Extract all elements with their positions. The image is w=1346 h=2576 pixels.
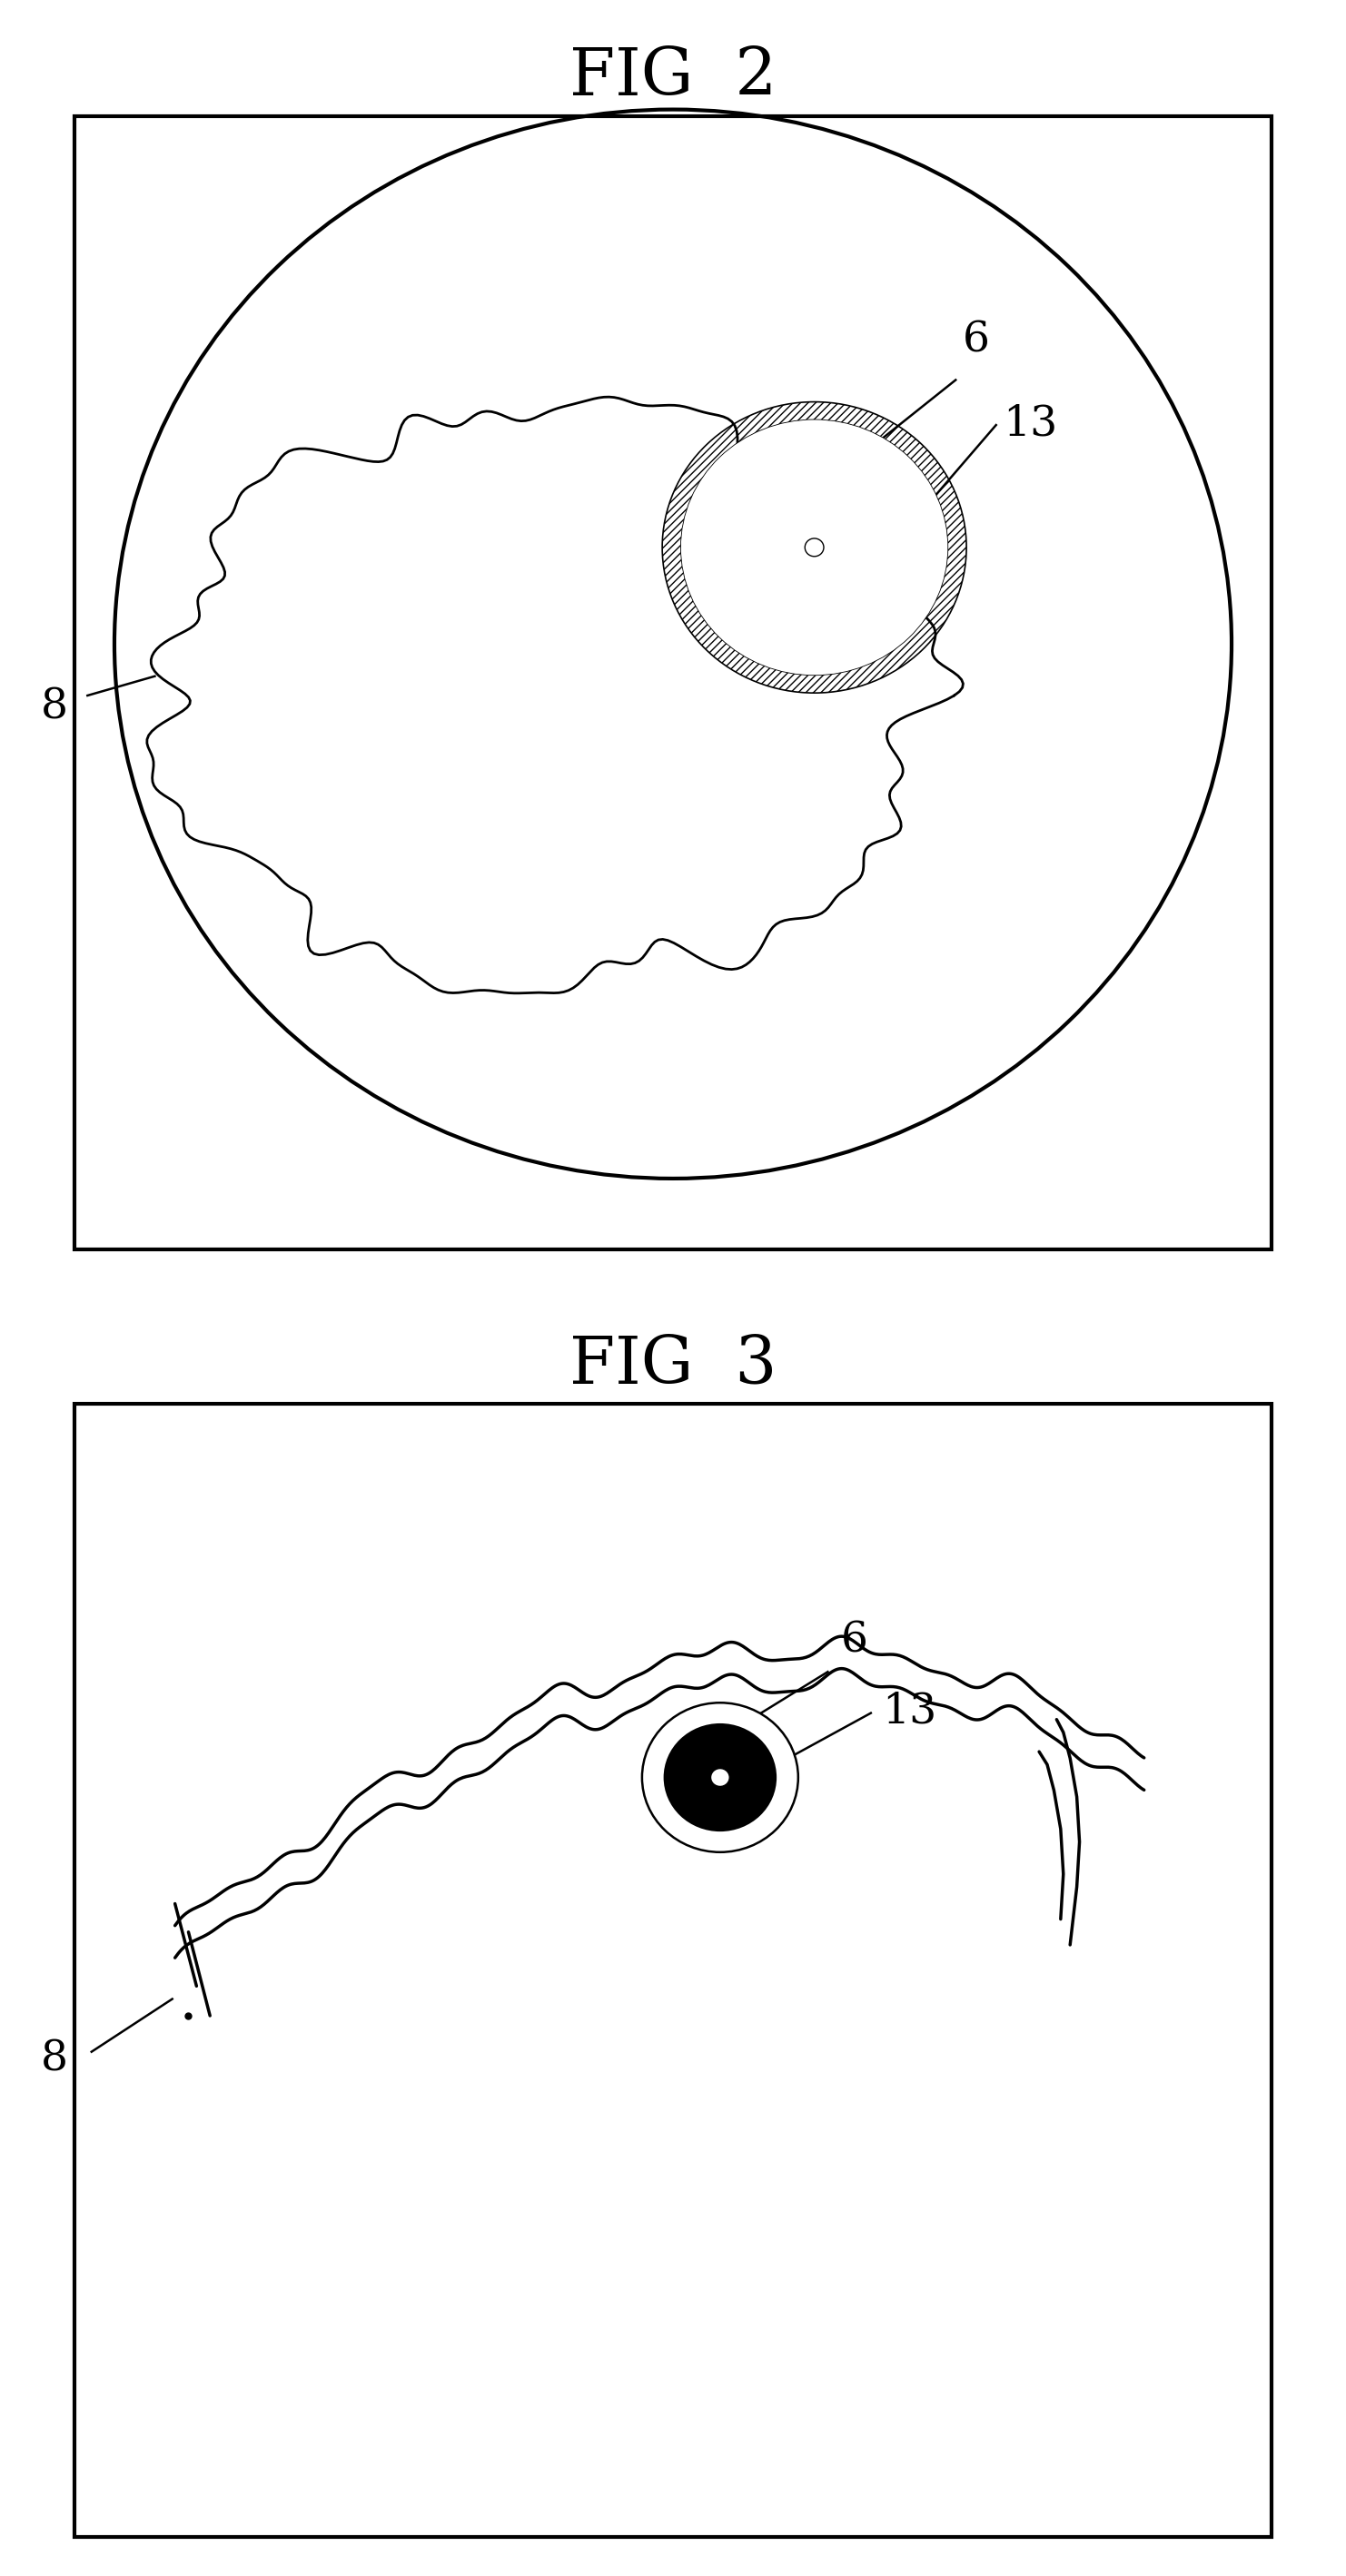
Circle shape [664, 1723, 777, 1832]
Circle shape [711, 1767, 730, 1788]
Circle shape [642, 1703, 798, 1852]
Circle shape [804, 538, 825, 559]
Bar [74, 116, 1272, 1249]
Text: 8: 8 [40, 2040, 67, 2081]
Text: 6: 6 [841, 1620, 868, 1662]
Circle shape [804, 538, 825, 559]
Circle shape [785, 520, 844, 577]
Text: FIG  3: FIG 3 [569, 1334, 777, 1396]
Bar [74, 1404, 1272, 2537]
Text: 13: 13 [1003, 404, 1058, 446]
Circle shape [743, 479, 886, 616]
Text: 6: 6 [962, 319, 989, 361]
Circle shape [686, 1747, 754, 1808]
Circle shape [681, 420, 948, 675]
Circle shape [708, 1767, 732, 1788]
Circle shape [805, 538, 824, 556]
Text: 8: 8 [40, 688, 67, 729]
Circle shape [708, 1767, 732, 1788]
Circle shape [664, 1723, 777, 1832]
Text: FIG  2: FIG 2 [569, 46, 777, 108]
Circle shape [686, 1747, 754, 1808]
Circle shape [765, 500, 864, 595]
Circle shape [721, 459, 907, 636]
Circle shape [681, 420, 948, 675]
Circle shape [765, 500, 864, 595]
Circle shape [700, 438, 929, 657]
Text: 13: 13 [882, 1692, 937, 1734]
Circle shape [721, 459, 907, 636]
